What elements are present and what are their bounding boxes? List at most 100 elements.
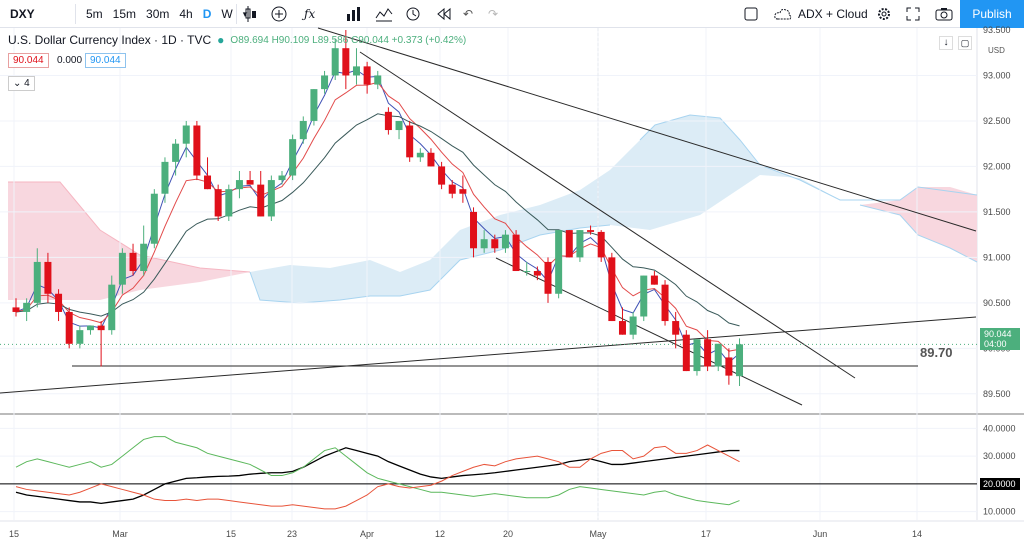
price-tick-label: 91.500 xyxy=(983,207,1011,217)
redo-icon[interactable]: ↷ xyxy=(488,7,499,21)
candle-down xyxy=(704,339,712,367)
time-tick-label: 15 xyxy=(9,529,19,539)
interval-dropdown-icon[interactable]: ▾ xyxy=(242,8,248,19)
maximize-pane-icon[interactable]: ▢ xyxy=(958,36,972,50)
candle-up xyxy=(501,234,509,249)
camera-icon[interactable] xyxy=(935,0,953,28)
undo-icon[interactable]: ↶ xyxy=(463,7,474,21)
candle-up xyxy=(629,316,637,335)
interval-list: 5m 15m 30m 4h D W ▾ xyxy=(86,0,247,28)
replay-icon[interactable] xyxy=(436,0,452,28)
candle-up xyxy=(108,284,116,331)
candle-down xyxy=(97,325,105,331)
publish-button[interactable]: Publish xyxy=(960,0,1024,28)
candles-icon[interactable] xyxy=(244,0,258,28)
candle-down xyxy=(618,321,626,335)
candle-down xyxy=(214,189,222,217)
fullscreen-icon[interactable] xyxy=(906,0,920,28)
candle-down xyxy=(406,125,414,158)
candle-down xyxy=(491,239,499,249)
price-tick-label: 92.500 xyxy=(983,116,1011,126)
interval-5m[interactable]: 5m xyxy=(86,7,103,21)
ma-slow-line xyxy=(15,113,740,327)
adx-tick-label: 40.0000 xyxy=(983,423,1016,433)
support-level-label: 89.70 xyxy=(920,345,953,360)
candle-up xyxy=(555,230,563,294)
interval-4h[interactable]: 4h xyxy=(179,7,193,21)
templates-icon[interactable] xyxy=(346,0,362,28)
candle-up xyxy=(278,175,286,181)
studies-count: 4 xyxy=(24,78,30,89)
cloud-span-b-line xyxy=(639,114,978,201)
candle-down xyxy=(672,321,680,335)
trend-line xyxy=(495,257,803,406)
candle-up xyxy=(225,189,233,217)
candle-down xyxy=(438,166,446,185)
cloud-bearish-future xyxy=(840,187,977,262)
trend-line xyxy=(317,27,977,232)
price-tick-label: 92.000 xyxy=(983,161,1011,171)
candle-down xyxy=(129,252,137,272)
interval-15m[interactable]: 15m xyxy=(112,7,137,21)
adx-tick-label: 10.0000 xyxy=(983,507,1016,517)
candle-up xyxy=(736,344,744,377)
layout-icon[interactable] xyxy=(744,0,758,28)
time-tick-label: May xyxy=(589,529,607,539)
alert-clock-icon[interactable] xyxy=(405,0,421,28)
candle-up xyxy=(172,143,180,162)
adx-level-tag: 20.0000 xyxy=(980,478,1020,490)
time-tick-label: Jun xyxy=(813,529,828,539)
candle-up xyxy=(289,139,297,176)
settings-gear-icon[interactable] xyxy=(876,0,892,28)
candle-down xyxy=(427,152,435,167)
candle-down xyxy=(384,111,392,131)
indicator-template-label: ADX + Cloud xyxy=(798,7,868,21)
candle-up xyxy=(523,271,531,273)
interval-w[interactable]: W xyxy=(221,7,233,21)
candle-down xyxy=(682,334,690,372)
time-tick-label: 14 xyxy=(912,529,922,539)
candle-up xyxy=(693,339,701,372)
time-tick-label: 17 xyxy=(701,529,711,539)
adx-series-2 xyxy=(15,444,740,510)
interval-d[interactable]: D xyxy=(202,7,212,21)
arrow-down-icon[interactable]: ↓ xyxy=(939,36,953,50)
collapse-studies-button[interactable]: ⌄ 4 xyxy=(8,76,35,91)
compare-chart-icon[interactable] xyxy=(375,0,393,28)
price-tick-label: 91.000 xyxy=(983,252,1011,262)
candle-up xyxy=(480,239,488,249)
candle-up xyxy=(182,125,190,144)
separator xyxy=(75,4,76,24)
candle-down xyxy=(342,48,350,76)
candle-down xyxy=(544,261,552,294)
live-dot-icon: ● xyxy=(217,33,225,47)
candle-up xyxy=(374,75,382,85)
price-tick-label: 90.500 xyxy=(983,298,1011,308)
indicator-template-button[interactable]: ADX + Cloud xyxy=(774,0,868,28)
time-tick-label: Apr xyxy=(360,529,374,539)
candle-down xyxy=(246,180,254,185)
candle-down xyxy=(12,307,20,312)
candle-down xyxy=(65,311,73,344)
cloud-bullish xyxy=(250,115,860,303)
chart-legend: U.S. Dollar Currency Index · 1D · TVC ● … xyxy=(8,33,466,47)
candle-down xyxy=(565,230,573,258)
time-tick-label: 12 xyxy=(435,529,445,539)
candle-up xyxy=(161,161,169,194)
top-toolbar: DXY 5m 15m 30m 4h D W ▾ ƒx ↶ ↷ ADX + Clo… xyxy=(0,0,1024,28)
candle-down xyxy=(470,211,478,249)
study-value-box-1: 90.044 xyxy=(8,53,49,68)
indicators-icon[interactable]: ƒx xyxy=(304,7,316,21)
candle-up xyxy=(714,343,722,367)
compare-add-icon[interactable] xyxy=(271,0,287,28)
candle-up xyxy=(576,230,584,258)
interval-30m[interactable]: 30m xyxy=(146,7,170,21)
candle-down xyxy=(608,257,616,322)
adx-series-0 xyxy=(15,447,740,504)
symbol-search[interactable]: DXY xyxy=(10,7,35,21)
time-tick-label: 20 xyxy=(503,529,513,539)
study-value-box-2: 90.044 xyxy=(85,53,126,68)
time-tick-label: 23 xyxy=(287,529,297,539)
candle-up xyxy=(235,180,243,190)
